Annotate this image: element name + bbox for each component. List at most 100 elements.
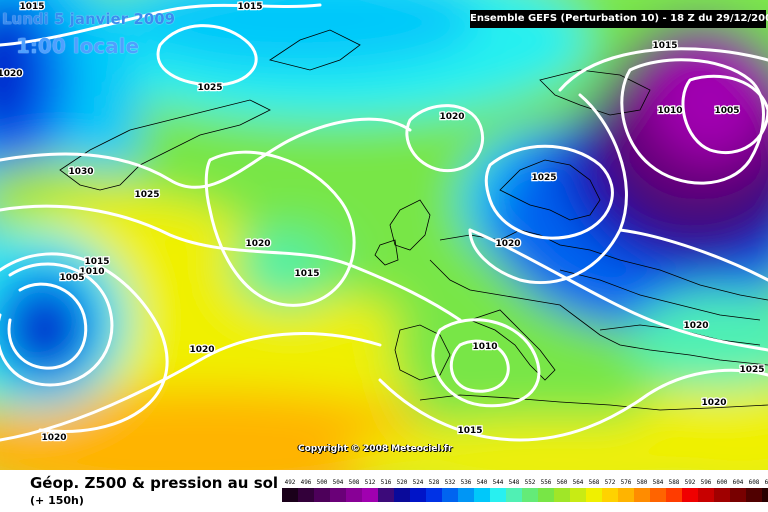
scale-step: 612 [762, 478, 768, 502]
scale-swatch [410, 488, 426, 502]
forecast-map: 1015 1020 1025 1015 1030 1025 1020 1015 … [0, 0, 768, 470]
scale-step: 516 [378, 478, 394, 502]
scale-swatch [650, 488, 666, 502]
scale-swatch [746, 488, 762, 502]
isobar-label: 1020 [439, 112, 464, 122]
isobar-label: 1020 [701, 398, 726, 408]
scale-swatch [570, 488, 586, 502]
isobar-label: 1015 [237, 2, 262, 12]
scale-value: 516 [380, 479, 392, 486]
isobar-label: 1025 [739, 365, 764, 375]
scale-swatch [618, 488, 634, 502]
scale-value: 580 [636, 479, 648, 486]
scale-swatch [538, 488, 554, 502]
isobar-label: 1030 [68, 167, 93, 177]
isobar-labels: 1015 1020 1025 1015 1030 1025 1020 1015 … [0, 1, 766, 445]
isobar-label: 1010 [472, 342, 497, 352]
scale-value: 500 [316, 479, 328, 486]
isobar-label: 1010 [79, 267, 104, 277]
isobar-label: 1025 [531, 173, 556, 183]
scale-swatch [490, 488, 506, 502]
scale-step: 544 [490, 478, 506, 502]
isobar-label: 1020 [189, 345, 214, 355]
forecast-local-time: 1:00 locale [16, 34, 140, 58]
isobar-label: 1015 [84, 257, 109, 267]
scale-step: 504 [330, 478, 346, 502]
scale-step: 588 [666, 478, 682, 502]
scale-swatch [458, 488, 474, 502]
scale-value: 584 [652, 479, 664, 486]
isobar-lines [0, 3, 768, 442]
isobar-label: 1015 [457, 426, 482, 436]
isobar-label: 1020 [245, 239, 270, 249]
coastlines [59, 29, 768, 411]
isobar-label: 1025 [197, 83, 222, 93]
scale-swatch [586, 488, 602, 502]
scale-value: 532 [444, 479, 456, 486]
scale-value: 560 [556, 479, 568, 486]
scale-swatch [634, 488, 650, 502]
scale-value: 524 [412, 479, 424, 486]
scale-step: 584 [650, 478, 666, 502]
scale-value: 508 [348, 479, 360, 486]
scale-swatch [330, 488, 346, 502]
isobar-label: 1005 [714, 106, 739, 116]
scale-value: 528 [428, 479, 440, 486]
scale-value: 512 [364, 479, 376, 486]
scale-swatch [730, 488, 746, 502]
scale-value: 540 [476, 479, 488, 486]
scale-step: 608 [746, 478, 762, 502]
scale-swatch [698, 488, 714, 502]
scale-value: 548 [508, 479, 520, 486]
color-scale: 492 496 500 504 508 512 516 520 524 528 532 536 540 5… [282, 478, 768, 502]
scale-value: 568 [588, 479, 600, 486]
scale-value: 596 [700, 479, 712, 486]
scale-step: 548 [506, 478, 522, 502]
scale-step: 580 [634, 478, 650, 502]
scale-swatch [362, 488, 378, 502]
scale-swatch [666, 488, 682, 502]
scale-value: 536 [460, 479, 472, 486]
legend-bar: Géop. Z500 & pression au sol (+ 150h) 49… [0, 470, 768, 512]
scale-swatch [762, 488, 768, 502]
scale-swatch [506, 488, 522, 502]
scale-step: 524 [410, 478, 426, 502]
legend-subtitle: (+ 150h) [30, 494, 84, 507]
scale-swatch [394, 488, 410, 502]
scale-step: 600 [714, 478, 730, 502]
isobar-label: 1020 [495, 239, 520, 249]
scale-value: 612 [764, 479, 768, 486]
scale-step: 604 [730, 478, 746, 502]
scale-swatch [314, 488, 330, 502]
scale-value: 576 [620, 479, 632, 486]
isobar-label: 1015 [19, 2, 44, 12]
scale-swatch [298, 488, 314, 502]
scale-step: 508 [346, 478, 362, 502]
run-info-banner: Ensemble GEFS (Perturbation 10) - 18 Z d… [470, 10, 768, 28]
scale-step: 520 [394, 478, 410, 502]
scale-swatch [714, 488, 730, 502]
scale-step: 596 [698, 478, 714, 502]
isobar-label: 1015 [652, 41, 677, 51]
isobar-label: 1020 [683, 321, 708, 331]
scale-step: 572 [602, 478, 618, 502]
scale-step: 560 [554, 478, 570, 502]
scale-step: 536 [458, 478, 474, 502]
scale-swatch [442, 488, 458, 502]
scale-step: 556 [538, 478, 554, 502]
scale-step: 528 [426, 478, 442, 502]
scale-step: 592 [682, 478, 698, 502]
scale-value: 572 [604, 479, 616, 486]
scale-swatch [474, 488, 490, 502]
scale-value: 496 [300, 479, 312, 486]
scale-value: 556 [540, 479, 552, 486]
scale-value: 520 [396, 479, 408, 486]
isobar-label: 1005 [59, 273, 84, 283]
scale-value: 552 [524, 479, 536, 486]
scale-swatch [522, 488, 538, 502]
scale-swatch [602, 488, 618, 502]
scale-swatch [554, 488, 570, 502]
scale-value: 592 [684, 479, 696, 486]
scale-swatch [426, 488, 442, 502]
